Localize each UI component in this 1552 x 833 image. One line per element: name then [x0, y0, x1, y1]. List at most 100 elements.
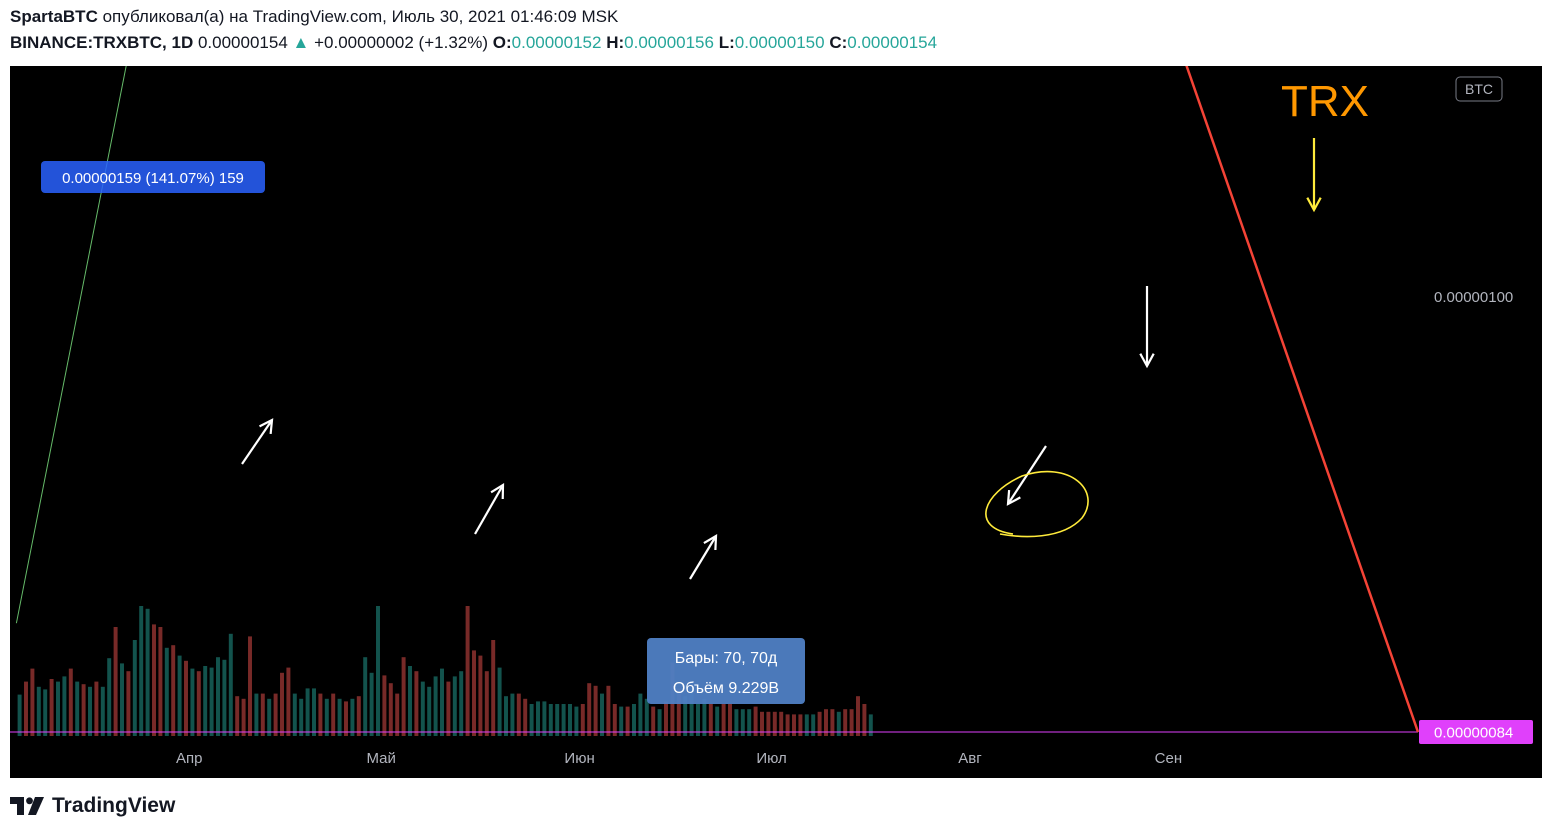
volume-bar: [792, 714, 796, 736]
x-tick-label: Авг: [958, 750, 982, 767]
price-chart[interactable]: TRX 0.00000159 (141.07%) 159 Бары: 70, 70д…: [10, 0, 1542, 778]
currency-badge-box: [1455, 76, 1503, 102]
volume-bar: [363, 657, 368, 736]
volume-bar: [785, 714, 790, 736]
publish-line: SpartaBTC опубликовал(а) на TradingView.…: [10, 7, 618, 27]
arrow-head: [1006, 489, 1021, 506]
volume-bar: [798, 714, 803, 736]
volume-bar: [664, 701, 668, 736]
arrow-shaft: [689, 535, 717, 580]
volume-bar: [862, 704, 867, 736]
arrow-icon[interactable]: [1306, 138, 1322, 213]
x-tick-label: Июн: [564, 750, 594, 767]
arrow-head: [1306, 197, 1322, 213]
volume-bar: [548, 704, 553, 736]
arrow-icon[interactable]: [241, 418, 274, 465]
green-trend-line[interactable]: [15, 0, 707, 624]
volume-bar: [337, 698, 342, 736]
volume-bar: [408, 666, 412, 736]
chart-area[interactable]: TRX 0.00000159 (141.07%) 159 Бары: 70, 70д…: [10, 0, 1542, 778]
price-label[interactable]: 0.00000084: [1419, 720, 1533, 744]
volume-bar: [708, 704, 713, 736]
volume-bar: [529, 704, 534, 736]
tradingview-logo-icon: [10, 797, 44, 815]
volume-bar: [651, 706, 656, 736]
volume-bar: [382, 675, 387, 736]
open-label: O:: [492, 33, 512, 52]
volume-bar: [580, 704, 585, 736]
volume-bar: [248, 636, 252, 736]
arrow-icon[interactable]: [1139, 286, 1155, 369]
volume-bar: [593, 685, 598, 736]
volume-bar: [523, 698, 528, 736]
volume-bar: [817, 711, 822, 736]
volume-bar: [120, 663, 124, 736]
volume-bar: [491, 640, 496, 736]
highlight-circle[interactable]: [985, 470, 1089, 538]
volume-bar: [766, 711, 771, 736]
volume-bar: [574, 706, 579, 736]
volume-bar: [68, 668, 73, 736]
volume-bar: [420, 681, 425, 736]
measure-label[interactable]: 0.00000159 (141.07%) 159: [41, 161, 265, 193]
ohlc-legend: BINANCE:TRXBTC, 1D 0.00000154 ▲ +0.00000…: [10, 33, 937, 53]
volume-bar: [350, 698, 355, 736]
volume-bar: [280, 672, 284, 736]
price-label-bg: [1419, 720, 1533, 744]
volume-bar: [369, 672, 374, 736]
currency-badge[interactable]: BTC: [1455, 76, 1503, 102]
volume-bar: [324, 698, 329, 736]
arrow-icon[interactable]: [474, 483, 505, 535]
volume-bar: [497, 667, 502, 736]
volume-bar: [260, 693, 265, 736]
volume-bar: [632, 704, 636, 736]
volume-bar: [30, 668, 35, 736]
arrow-shaft: [241, 419, 273, 465]
volume-bar: [414, 671, 419, 736]
volume-bar: [228, 633, 233, 736]
volume-bar: [625, 706, 630, 736]
volume-bar: [171, 645, 176, 736]
author-name[interactable]: SpartaBTC: [10, 7, 98, 26]
volume-bar: [715, 706, 720, 736]
volume-bar: [600, 693, 604, 736]
high-value: 0.00000156: [624, 33, 714, 52]
volume-bar: [184, 660, 188, 736]
arrow-head: [703, 534, 718, 551]
volume-bar: [286, 667, 291, 736]
volume-bar: [542, 701, 547, 736]
footer-brand[interactable]: TradingView: [10, 794, 175, 818]
volume-bar: [132, 640, 137, 736]
volume-bar: [612, 704, 617, 736]
measure-label-box: [41, 161, 265, 193]
volume-bar: [856, 696, 860, 736]
volume-bar: [555, 704, 560, 736]
volume-bar: [241, 698, 246, 736]
low-value: 0.00000150: [734, 33, 825, 52]
x-tick-label: Апр: [176, 750, 202, 767]
volume-bar: [139, 606, 144, 736]
arrow-icon[interactable]: [689, 534, 718, 580]
x-tick-label: Май: [367, 750, 396, 767]
price-change: +0.00000002 (+1.32%): [314, 33, 489, 52]
annotation-title[interactable]: TRX: [1281, 77, 1369, 126]
volume-bar: [676, 688, 681, 736]
volume-bar: [740, 709, 745, 736]
volume-bar: [254, 693, 259, 736]
volume-bar: [760, 711, 764, 736]
volume-bar: [772, 711, 777, 736]
volume-bar: [312, 688, 316, 736]
volume-bar: [734, 709, 739, 736]
measure-label-text: 0.00000159 (141.07%) 159: [62, 170, 244, 187]
volume-bar: [606, 685, 611, 736]
volume-bar: [804, 714, 809, 736]
volume-bar: [587, 683, 592, 736]
volume-bar: [728, 704, 732, 736]
volume-bar: [203, 666, 208, 736]
volume-bar: [305, 688, 310, 736]
volume-bar: [190, 668, 195, 736]
range-info[interactable]: Бары: 70, 70д Объём 9.229B: [647, 638, 805, 704]
volume-bar: [452, 676, 457, 736]
arrow-head: [259, 418, 274, 435]
volume-bar: [536, 701, 540, 736]
